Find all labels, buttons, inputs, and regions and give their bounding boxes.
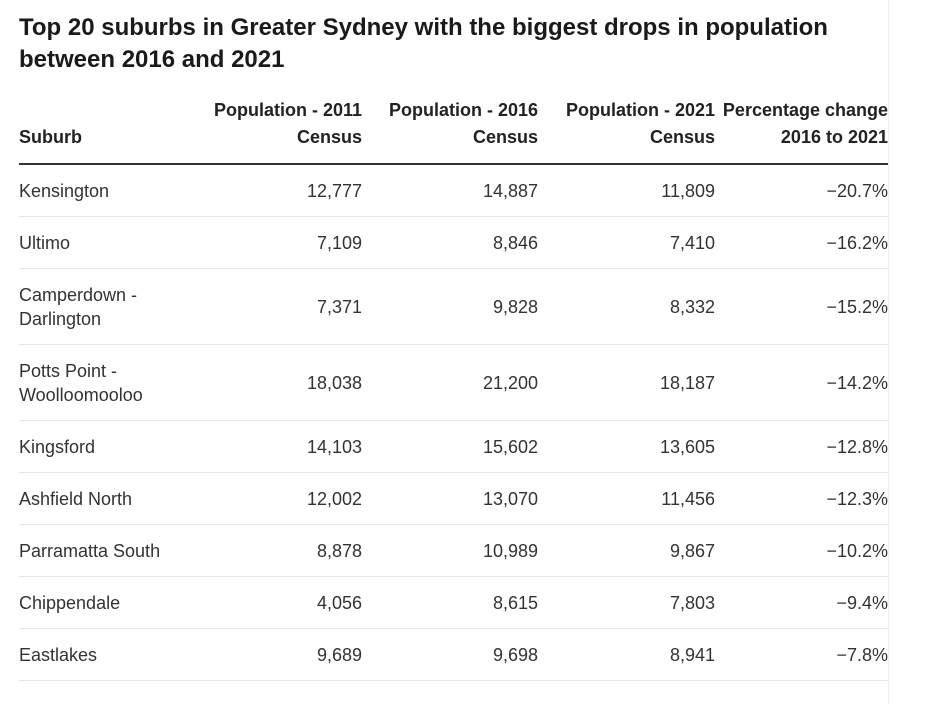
- percentage-change-cell: −10.2%: [715, 524, 888, 577]
- column-header-2011: Population - 2011 Census: [204, 97, 362, 165]
- column-header-percentage-change: Percentage change 2016 to 2021: [715, 97, 888, 165]
- suburb-cell: Parramatta South: [19, 524, 204, 577]
- table-row: Camperdown - Darlington 7,371 9,828 8,332 −1…: [19, 268, 888, 345]
- population-2016-cell: 15,602: [362, 420, 538, 473]
- population-2011-cell: 7,109: [204, 216, 362, 269]
- population-2021-cell: 8,941: [538, 628, 715, 681]
- chart-title: Top 20 suburbs in Greater Sydney with th…: [19, 14, 828, 73]
- table-row: Eastlakes 9,689 9,698 8,941 −7.8%: [19, 628, 888, 681]
- right-edge-divider: [888, 0, 889, 704]
- population-2011-cell: 12,777: [204, 164, 362, 217]
- suburb-cell: Chippendale: [19, 576, 204, 629]
- population-2021-cell: 9,867: [538, 524, 715, 577]
- table-row: Parramatta South 8,878 10,989 9,867 −10.2%: [19, 524, 888, 577]
- percentage-change-cell: −20.7%: [715, 164, 888, 217]
- suburb-cell: Camperdown - Darlington: [19, 268, 204, 345]
- percentage-change-cell: −9.4%: [715, 576, 888, 629]
- suburb-cell: Potts Point - Woolloomooloo: [19, 344, 204, 421]
- population-2016-cell: 8,846: [362, 216, 538, 269]
- population-2021-cell: 18,187: [538, 344, 715, 421]
- suburb-cell: Eastlakes: [19, 628, 204, 681]
- table-row: Ashfield North 12,002 13,070 11,456 −12.3%: [19, 472, 888, 525]
- population-2021-cell: 7,803: [538, 576, 715, 629]
- population-2021-cell: 8,332: [538, 268, 715, 345]
- population-2021-cell: 13,605: [538, 420, 715, 473]
- population-2016-cell: 8,615: [362, 576, 538, 629]
- column-header-2021: Population - 2021 Census: [538, 97, 715, 165]
- population-2016-cell: 10,989: [362, 524, 538, 577]
- population-2016-cell: 14,887: [362, 164, 538, 217]
- population-2011-cell: 7,371: [204, 268, 362, 345]
- population-2021-cell: 11,456: [538, 472, 715, 525]
- table-body: Kensington 12,777 14,887 11,809 −20.7% Ultimo…: [19, 164, 888, 681]
- population-2011-cell: 12,002: [204, 472, 362, 525]
- population-2016-cell: 9,828: [362, 268, 538, 345]
- percentage-change-cell: −7.8%: [715, 628, 888, 681]
- population-table: Suburb Population - 2011 Census Populati…: [19, 97, 888, 681]
- suburb-cell: Ultimo: [19, 216, 204, 269]
- population-2016-cell: 13,070: [362, 472, 538, 525]
- population-2011-cell: 4,056: [204, 576, 362, 629]
- table-row: Kingsford 14,103 15,602 13,605 −12.8%: [19, 420, 888, 473]
- column-header-2016: Population - 2016 Census: [362, 97, 538, 165]
- population-2011-cell: 9,689: [204, 628, 362, 681]
- header-row: Suburb Population - 2011 Census Populati…: [19, 97, 888, 165]
- column-header-suburb: Suburb: [19, 97, 204, 165]
- population-2016-cell: 9,698: [362, 628, 538, 681]
- population-2021-cell: 11,809: [538, 164, 715, 217]
- population-2011-cell: 18,038: [204, 344, 362, 421]
- suburb-cell: Ashfield North: [19, 472, 204, 525]
- population-2011-cell: 8,878: [204, 524, 362, 577]
- table-row: Potts Point - Woolloomooloo 18,038 21,200 1…: [19, 344, 888, 421]
- percentage-change-cell: −16.2%: [715, 216, 888, 269]
- table-row: Kensington 12,777 14,887 11,809 −20.7%: [19, 164, 888, 217]
- suburb-cell: Kingsford: [19, 420, 204, 473]
- population-2021-cell: 7,410: [538, 216, 715, 269]
- percentage-change-cell: −12.3%: [715, 472, 888, 525]
- population-2011-cell: 14,103: [204, 420, 362, 473]
- suburb-cell: Kensington: [19, 164, 204, 217]
- table-row: Ultimo 7,109 8,846 7,410 −16.2%: [19, 216, 888, 269]
- percentage-change-cell: −14.2%: [715, 344, 888, 421]
- percentage-change-cell: −12.8%: [715, 420, 888, 473]
- table-row: Chippendale 4,056 8,615 7,803 −9.4%: [19, 576, 888, 629]
- percentage-change-cell: −15.2%: [715, 268, 888, 345]
- population-2016-cell: 21,200: [362, 344, 538, 421]
